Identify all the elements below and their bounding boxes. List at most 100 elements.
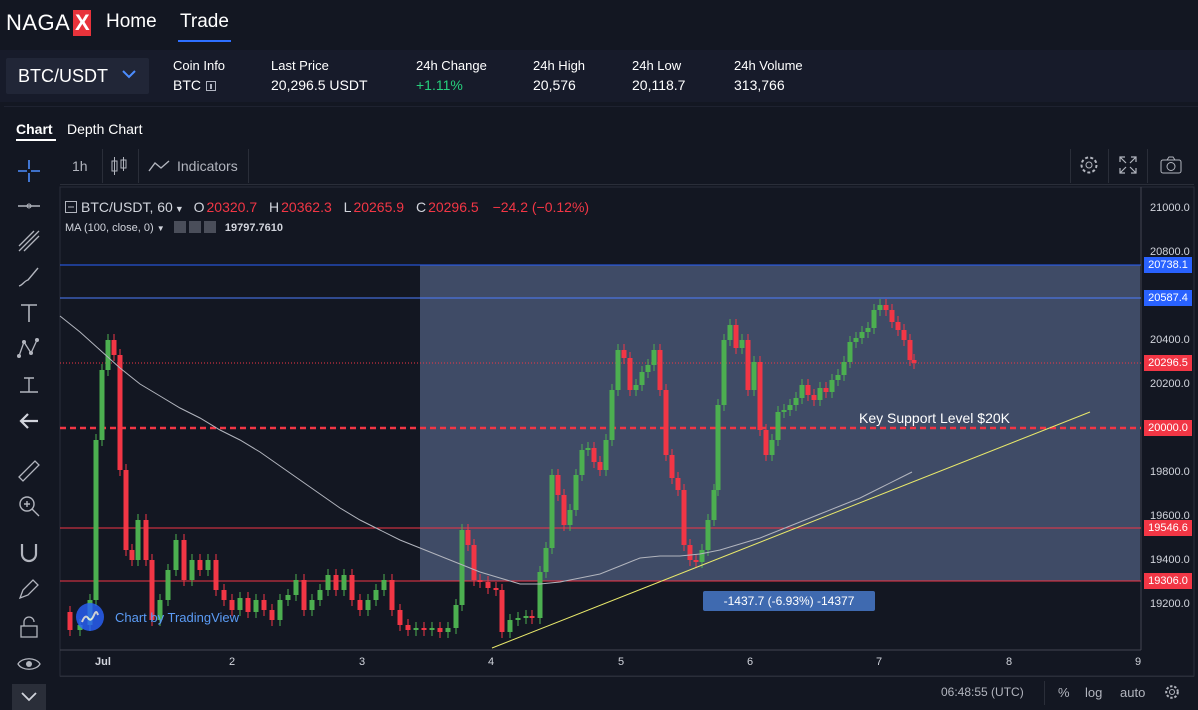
candle-body: [911, 360, 917, 363]
price-tag-19306: 19306.0: [1144, 573, 1192, 589]
settings-gear-icon[interactable]: [1164, 684, 1180, 700]
candle-body: [143, 520, 149, 560]
indicators-icon[interactable]: [148, 159, 170, 173]
ruler-icon[interactable]: [16, 458, 42, 484]
y-tick: 19600.0: [1150, 510, 1190, 522]
legend-l-label: L: [343, 199, 352, 215]
active-nav-underline: [178, 40, 231, 42]
ma-label[interactable]: MA (100, close, 0): [65, 222, 154, 234]
dropdown-arrow-icon[interactable]: ▼: [174, 204, 184, 214]
candle-body: [727, 325, 733, 340]
pair-selector[interactable]: BTC/USDT: [6, 58, 149, 94]
stat-value: 313,766: [734, 77, 785, 93]
utc-clock[interactable]: 06:48:55 (UTC): [941, 685, 1024, 699]
chevron-down-icon[interactable]: [12, 684, 46, 710]
support-annotation[interactable]: Key Support Level $20K: [859, 410, 1010, 426]
eye-toggle-icon[interactable]: [173, 221, 186, 233]
candle-body: [799, 385, 805, 398]
horizontal-line-icon[interactable]: [16, 193, 42, 219]
tab-depth-chart[interactable]: Depth Chart: [67, 121, 143, 137]
brand-logo[interactable]: NAGA X: [6, 10, 92, 36]
indicators-button[interactable]: Indicators: [177, 158, 238, 174]
stat-value: +1.11%: [416, 77, 463, 93]
nav-home[interactable]: Home: [106, 11, 157, 32]
candle-body: [237, 598, 243, 610]
brand-mark: X: [73, 10, 92, 36]
x-tick: 7: [876, 656, 883, 668]
price-tag-20587: 20587.4: [1144, 290, 1192, 306]
candle-body: [413, 628, 419, 630]
candle-body: [781, 410, 787, 412]
info-icon[interactable]: [206, 81, 216, 91]
remove-icon[interactable]: [203, 221, 216, 233]
candle-body: [471, 545, 477, 580]
pencil-lock-icon[interactable]: [16, 576, 42, 602]
log-toggle[interactable]: log: [1085, 685, 1103, 700]
stat-label: 24h High: [533, 58, 586, 73]
settings-icon[interactable]: [188, 221, 201, 233]
watermark-text: Chart by TradingView: [115, 609, 240, 625]
price-tag-20000: 20000.0: [1144, 420, 1192, 436]
candle-body: [883, 305, 889, 310]
legend-symbol[interactable]: BTC/USDT, 60: [81, 199, 173, 215]
candle-body: [205, 560, 211, 570]
zoom-in-icon[interactable]: [16, 493, 42, 519]
stat-value: 20,118.7: [632, 77, 686, 93]
legend-o-label: O: [193, 199, 205, 215]
back-arrow-icon[interactable]: [16, 408, 42, 434]
candle-body: [499, 590, 505, 632]
eye-icon[interactable]: [16, 651, 42, 677]
candle-type-icon[interactable]: [110, 156, 128, 176]
top-navigation: NAGA X Home Trade: [0, 0, 1198, 50]
y-tick: 19400.0: [1150, 554, 1190, 566]
candle-body: [573, 475, 579, 510]
fullscreen-icon[interactable]: [1118, 155, 1138, 175]
tradingview-logo-icon: [76, 603, 104, 631]
candle-body: [745, 340, 751, 390]
toolbar-divider: [102, 149, 103, 183]
candle-body: [213, 560, 219, 590]
camera-icon[interactable]: [1160, 156, 1182, 174]
interval-button[interactable]: 1h: [72, 158, 88, 174]
candle-body: [657, 350, 663, 390]
candle-body: [645, 365, 651, 372]
forecast-icon[interactable]: [16, 372, 42, 398]
candle-body: [757, 362, 763, 430]
x-tick: Jul: [95, 656, 111, 668]
percent-toggle[interactable]: %: [1058, 685, 1070, 700]
candle-body: [105, 340, 111, 370]
collapse-legend-icon[interactable]: [65, 201, 77, 213]
settings-gear-icon[interactable]: [1079, 155, 1099, 175]
stat-value: 20,296.5 USDT: [271, 77, 368, 93]
unlock-icon[interactable]: [16, 614, 42, 640]
candle-body: [721, 340, 727, 405]
chart-bottom-bar: 06:48:55 (UTC) % log auto: [60, 676, 1194, 710]
dropdown-arrow-icon[interactable]: ▼: [156, 224, 165, 233]
toolbar-divider: [1044, 681, 1045, 705]
magnet-icon[interactable]: [16, 540, 42, 566]
brush-icon[interactable]: [16, 264, 42, 290]
pitchfork-icon[interactable]: [16, 228, 42, 254]
crosshair-icon[interactable]: [16, 158, 42, 184]
candle-body: [895, 322, 901, 330]
candle-body: [793, 398, 799, 405]
text-icon[interactable]: [16, 300, 42, 326]
candle-body: [165, 570, 171, 600]
candle-body: [609, 390, 615, 440]
nav-trade[interactable]: Trade: [180, 11, 229, 32]
candle-body: [429, 628, 435, 630]
tab-chart[interactable]: Chart: [16, 121, 53, 137]
auto-toggle[interactable]: auto: [1120, 685, 1146, 700]
candle-body: [135, 520, 141, 560]
candle-body: [847, 342, 853, 362]
candle-body: [561, 495, 567, 525]
candle-body: [465, 530, 471, 545]
tradingview-watermark[interactable]: Chart by TradingView: [76, 603, 239, 631]
pattern-icon[interactable]: [16, 336, 42, 362]
candle-body: [349, 575, 355, 600]
candle-body: [817, 388, 823, 400]
ma-line: [59, 315, 913, 585]
candle-body: [877, 305, 883, 310]
candle-body: [715, 405, 721, 490]
